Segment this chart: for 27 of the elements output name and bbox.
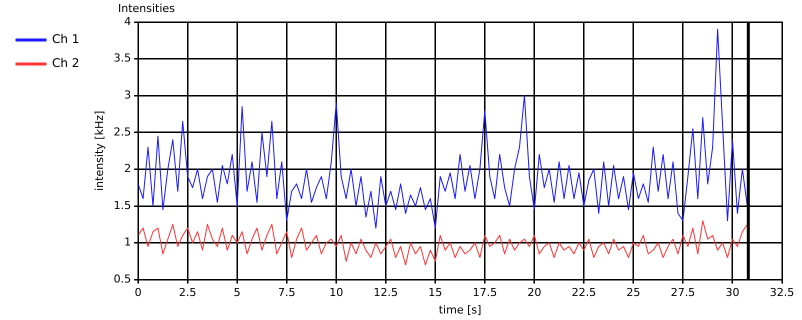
y-tick-label: 3 bbox=[124, 88, 132, 102]
x-tick-label: 30 bbox=[725, 286, 740, 300]
x-tick-label: 17.5 bbox=[472, 286, 498, 300]
x-tick-label: 32.5 bbox=[770, 286, 794, 300]
y-tick-label: 1.5 bbox=[114, 198, 132, 212]
y-tick-label: 3.5 bbox=[114, 52, 132, 65]
x-tick-label: 15 bbox=[428, 286, 442, 300]
x-tick-label: 20 bbox=[527, 286, 542, 300]
x-tick-label: 22.5 bbox=[572, 286, 596, 300]
x-tick-label: 12.5 bbox=[374, 286, 398, 300]
y-tick-label: 0.5 bbox=[114, 272, 132, 286]
x-tick-label: 25 bbox=[626, 286, 640, 300]
x-tick-label: 10 bbox=[329, 286, 344, 300]
y-tick-label: 2 bbox=[124, 162, 132, 176]
x-tick-label: 27.5 bbox=[670, 286, 696, 300]
x-tick-label: 0 bbox=[134, 286, 142, 300]
y-tick-label: 2.5 bbox=[114, 125, 132, 138]
x-tick-label: 7.5 bbox=[278, 286, 296, 300]
y-axis-title: intensity [kHz] bbox=[92, 110, 106, 191]
chart-title: Intensities bbox=[118, 2, 175, 15]
x-tick-label: 2.5 bbox=[178, 286, 196, 300]
x-axis-title: time [s] bbox=[438, 303, 482, 316]
y-tick-label: 4 bbox=[124, 14, 132, 28]
y-tick-label: 1 bbox=[124, 236, 132, 249]
x-tick-label: 5 bbox=[234, 286, 241, 300]
legend-label: Ch 2 bbox=[52, 56, 80, 70]
legend-label: Ch 1 bbox=[52, 32, 80, 46]
